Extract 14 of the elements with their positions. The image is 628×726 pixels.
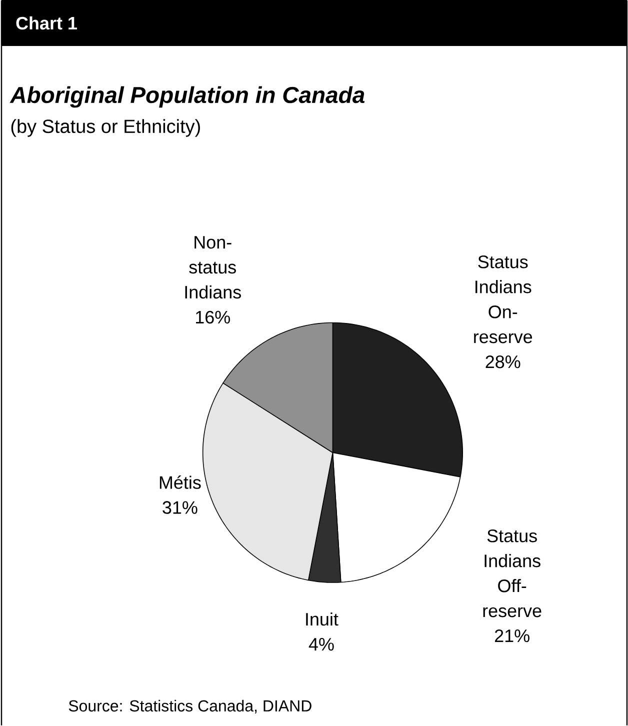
- data-label: 16%: [196, 310, 230, 324]
- data-label: 31%: [162, 501, 198, 514]
- chart-title: Aboriginal Population in Canada: [9, 86, 364, 108]
- source-note: Source: Statistics Canada, DIAND: [68, 700, 312, 714]
- slice-label: Inuit: [306, 612, 338, 626]
- caption: Chart 1: [16, 16, 77, 30]
- data-label: 21%: [494, 629, 530, 642]
- chart-subtitle: (by Status or Ethnicity): [11, 119, 200, 137]
- slice-label: Status Indians Off-reserve: [483, 530, 542, 618]
- slice-label: Métis: [160, 476, 201, 489]
- data-label: 28%: [486, 355, 520, 368]
- data-label: 4%: [308, 638, 334, 651]
- slice-label: Non-status Indians: [185, 236, 241, 299]
- slice-label: Status Indians On-reserve: [474, 256, 532, 344]
